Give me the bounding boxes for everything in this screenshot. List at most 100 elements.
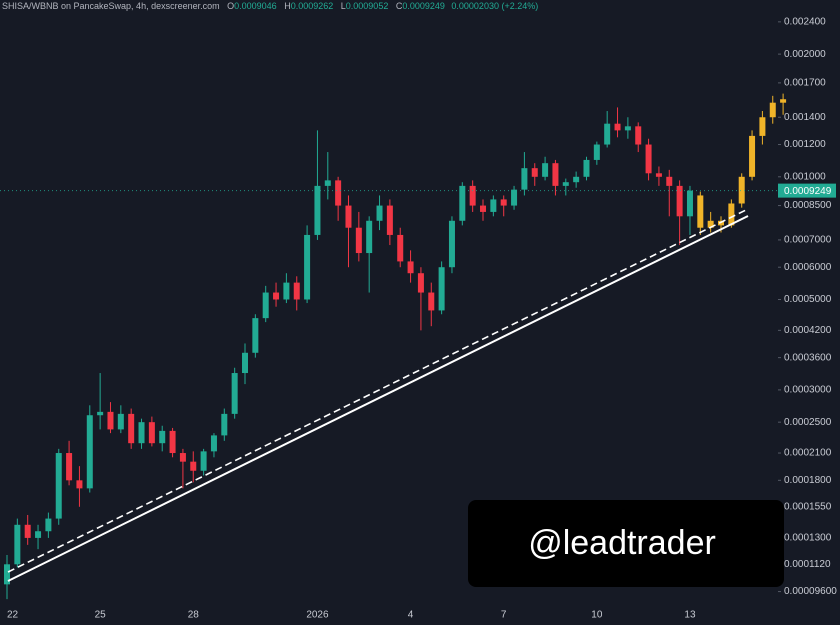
candle-body xyxy=(469,185,476,206)
y-tick-label: 0.001400 xyxy=(784,112,826,123)
candle-body xyxy=(293,282,300,300)
candle-body xyxy=(604,123,611,145)
candle-body xyxy=(148,422,155,444)
candle-body xyxy=(24,524,31,538)
y-tick-label: 0.002400 xyxy=(784,16,826,27)
y-tick-label: 0.0003000 xyxy=(784,385,832,396)
candle-body xyxy=(500,199,507,206)
ohlc-key: O xyxy=(227,1,235,11)
candle-body xyxy=(459,185,466,221)
ohlc-value: 0.0009249 xyxy=(402,1,445,11)
y-tick-label: 0.001200 xyxy=(784,139,826,150)
candle-body xyxy=(128,413,135,444)
last-price-label: 0.0009249 xyxy=(784,186,832,197)
y-tick-label: 0.0001800 xyxy=(784,475,832,486)
x-tick-label: 28 xyxy=(188,610,200,621)
plot: 0.002400 0.002000 0.001700 0.001400 0.001200… xyxy=(0,16,837,621)
ohlc-key: L xyxy=(340,1,346,11)
candle-body xyxy=(552,163,559,186)
candle-body xyxy=(573,176,580,183)
candle-body xyxy=(707,220,714,228)
candle-body xyxy=(428,292,435,311)
candle-body xyxy=(97,411,104,416)
y-tick-label: 0.0007000 xyxy=(784,235,832,246)
ohlc-key: H xyxy=(284,1,291,11)
candle-body xyxy=(324,180,331,186)
candle-body xyxy=(221,413,228,436)
candle-body xyxy=(345,205,352,228)
candle-body xyxy=(614,123,621,131)
candle-body xyxy=(86,415,93,489)
watermark: @leadtrader xyxy=(468,500,784,587)
y-tick-label: 0.00009600 xyxy=(784,586,837,597)
y-tick-label: 0.0003600 xyxy=(784,352,832,363)
candle-body xyxy=(769,102,776,118)
candle-body xyxy=(117,413,124,430)
candle-body xyxy=(531,168,538,177)
candle-body xyxy=(676,185,683,217)
y-tick-label: 0.0002500 xyxy=(784,417,832,428)
watermark-text: @leadtrader xyxy=(528,524,716,562)
x-tick-label: 4 xyxy=(408,610,414,621)
candle-body xyxy=(179,453,186,462)
candle-body xyxy=(314,185,321,235)
x-tick-label: 10 xyxy=(591,610,603,621)
candle-body xyxy=(511,189,518,206)
candle-body xyxy=(14,524,21,565)
candle-body xyxy=(417,273,424,293)
candle-body xyxy=(107,411,114,430)
y-tick-label: 0.0001300 xyxy=(784,533,832,544)
y-tick-label: 0.0006000 xyxy=(784,262,832,273)
candle-body xyxy=(159,430,166,444)
y-tick-label: 0.0005000 xyxy=(784,294,832,305)
candle-body xyxy=(562,182,569,186)
candle-body xyxy=(169,430,176,454)
x-tick-label: 22 xyxy=(7,610,19,621)
candle-body xyxy=(35,531,42,538)
y-tick-label: 0.0001550 xyxy=(784,501,832,512)
x-tick-label: 25 xyxy=(95,610,107,621)
candle-body xyxy=(366,220,373,254)
candle-body xyxy=(490,199,497,212)
candle-body xyxy=(749,135,756,177)
candle-body xyxy=(738,176,745,204)
candle-body xyxy=(397,234,404,262)
candle-body xyxy=(45,518,52,532)
candle-body xyxy=(728,203,735,226)
candle-body xyxy=(666,176,673,186)
candle-body xyxy=(231,373,238,414)
candle-body xyxy=(583,159,590,177)
candle-body xyxy=(355,227,362,254)
candle-body xyxy=(407,261,414,274)
symbol: SHISA/WBNB on PancakeSwap, 4h, dexscreen… xyxy=(2,1,220,11)
candle-body xyxy=(200,451,207,471)
candle-body xyxy=(242,352,249,374)
candle-body xyxy=(655,173,662,177)
candle-body xyxy=(542,163,549,177)
candle-body xyxy=(697,195,704,228)
candle-body xyxy=(304,234,311,300)
candle-body xyxy=(780,99,787,103)
change: 0.00002030 (+2.24%) xyxy=(451,1,539,11)
y-tick-label: 0.001000 xyxy=(784,171,826,182)
candle-body xyxy=(448,220,455,268)
candle-body xyxy=(480,205,487,212)
last-price-tag xyxy=(778,183,836,198)
y-tick-label: 0.0008500 xyxy=(784,200,832,211)
candle-body xyxy=(190,461,197,471)
candle-body xyxy=(283,282,290,300)
candle-body xyxy=(252,318,259,353)
candle-body xyxy=(686,190,693,217)
candle-body xyxy=(55,453,62,519)
candle-body xyxy=(635,126,642,145)
x-tick-label: 2026 xyxy=(306,610,329,621)
candle-body xyxy=(66,453,73,481)
x-tick-label: 13 xyxy=(684,610,696,621)
ohlc-value: 0.0009262 xyxy=(290,1,334,11)
candle-body xyxy=(273,292,280,300)
x-tick-label: 7 xyxy=(501,610,507,621)
candle-body xyxy=(624,126,631,131)
candle-body xyxy=(438,267,445,311)
y-tick-label: 0.001700 xyxy=(784,78,826,89)
candle-body xyxy=(386,205,393,235)
